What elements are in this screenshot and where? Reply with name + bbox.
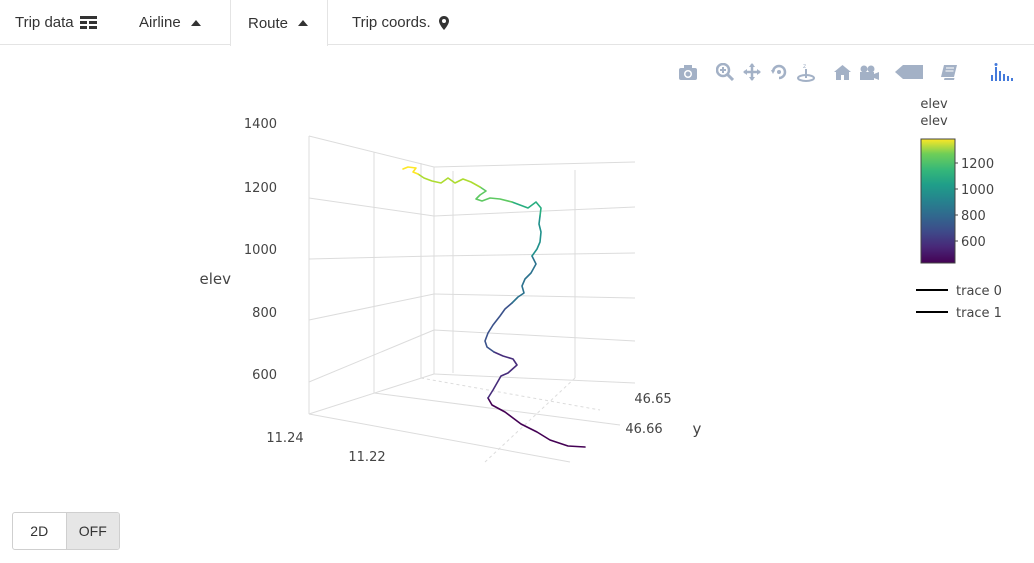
route-segment	[511, 201, 542, 217]
colorbar-gradient	[920, 138, 956, 264]
route-line[interactable]	[402, 166, 586, 448]
hover-closest-icon[interactable]	[894, 62, 924, 82]
z-tick-label: 1400	[244, 117, 277, 132]
colorbar: elev elev 1200 1000 800 600	[920, 97, 994, 264]
colorbar-tick-label: 1200	[961, 157, 994, 172]
route-segment	[487, 397, 586, 448]
toggle-2d-option[interactable]: 2D	[30, 523, 49, 539]
legend-label: trace 0	[956, 284, 1002, 299]
route-segment	[417, 173, 481, 188]
tab-label: Trip coords.	[352, 14, 431, 31]
zoom-icon[interactable]	[714, 62, 736, 82]
tab-bar: Trip data Airline Route Trip coords.	[0, 0, 1034, 46]
z-tick-label: 1200	[244, 181, 277, 196]
colorbar-tick-label: 1000	[961, 183, 994, 198]
legend-item[interactable]: trace 1	[916, 306, 1002, 321]
colorbar-tick-label: 600	[961, 235, 986, 250]
route-segment	[531, 215, 542, 257]
svg-text:z: z	[803, 63, 806, 70]
3d-scatter-plot[interactable]: 1400 1200 1000 800 600 elev 11.24 11.22 …	[0, 46, 1034, 496]
z-axis-title: elev	[199, 270, 231, 288]
z-axis: 1400 1200 1000 800 600 elev	[199, 117, 277, 383]
caret-up-icon	[298, 20, 309, 26]
dimension-toggle[interactable]: 2D OFF	[12, 512, 120, 550]
tab-trip-coords[interactable]: Trip coords.	[352, 0, 449, 45]
route-segment	[511, 255, 537, 304]
turntable-icon[interactable]: z	[795, 62, 817, 82]
colorbar-title: elev	[920, 97, 948, 112]
tab-route[interactable]: Route	[230, 0, 328, 46]
y-tick-label: 46.66	[625, 422, 662, 437]
caret-up-icon	[190, 19, 201, 26]
legend: trace 0 trace 1	[916, 284, 1002, 321]
table-icon	[79, 16, 97, 29]
z-tick-label: 600	[252, 368, 277, 383]
y-axis: 46.65 46.66 y	[625, 392, 701, 438]
toggle-off-option[interactable]: OFF	[65, 513, 119, 549]
home-icon[interactable]	[831, 62, 853, 82]
legend-label: trace 1	[956, 306, 1002, 321]
x-axis: 11.24 11.22	[266, 431, 385, 465]
tab-label: Trip data	[15, 14, 74, 31]
hover-compare-icon[interactable]	[938, 62, 960, 82]
y-tick-label: 46.65	[634, 392, 671, 407]
pan-icon[interactable]	[741, 62, 763, 82]
map-marker-icon	[438, 15, 449, 30]
z-tick-label: 800	[252, 306, 277, 321]
camera-view-icon[interactable]	[858, 62, 880, 82]
colorbar-tick-label: 800	[961, 209, 986, 224]
grid-lines	[308, 135, 636, 463]
camera-icon[interactable]	[677, 62, 699, 82]
route-segment	[484, 302, 513, 353]
colorbar-title: elev	[920, 114, 948, 129]
y-axis-title: y	[693, 420, 702, 438]
tab-airline[interactable]: Airline	[139, 0, 201, 45]
tab-label: Airline	[139, 14, 181, 31]
z-tick-label: 1000	[244, 243, 277, 258]
tab-label: Route	[248, 14, 289, 32]
x-tick-label: 11.24	[266, 431, 303, 446]
legend-item[interactable]: trace 0	[916, 284, 1002, 299]
route-segment	[487, 351, 518, 399]
route-segment	[402, 166, 419, 175]
orbit-rotate-icon[interactable]	[768, 62, 790, 82]
plotly-logo-icon[interactable]	[988, 62, 1018, 82]
x-tick-label: 11.22	[348, 450, 385, 465]
route-segment	[475, 186, 513, 203]
tab-trip-data[interactable]: Trip data	[15, 0, 97, 45]
